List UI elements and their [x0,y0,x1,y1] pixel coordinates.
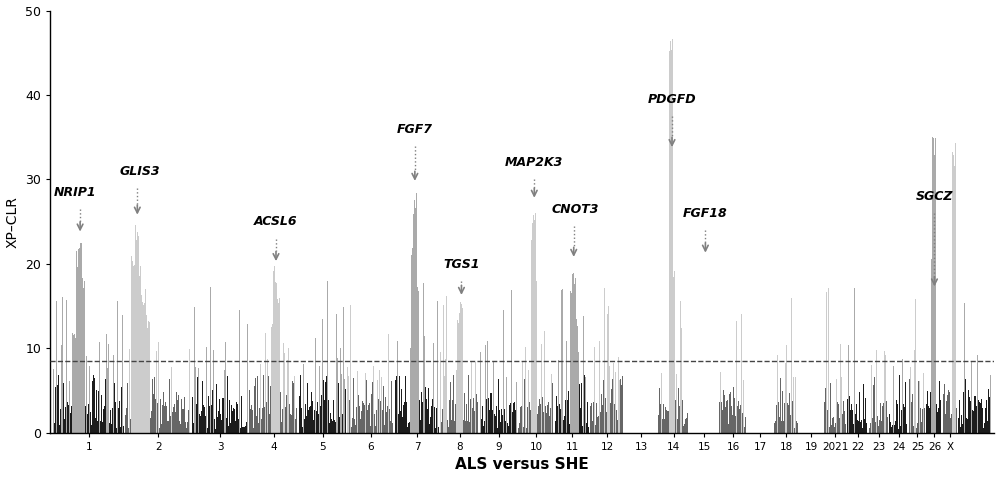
Y-axis label: XP–CLR: XP–CLR [6,196,20,248]
Text: ACSL6: ACSL6 [254,216,298,228]
Text: TGS1: TGS1 [443,258,480,271]
Text: GLIS3: GLIS3 [120,165,161,178]
Text: FGF18: FGF18 [683,207,728,220]
Text: CNOT3: CNOT3 [552,203,599,216]
Text: FGF7: FGF7 [397,122,433,136]
Text: MAP2K3: MAP2K3 [505,156,563,169]
Text: PDGFD: PDGFD [648,93,696,106]
X-axis label: ALS versus SHE: ALS versus SHE [455,457,589,472]
Text: SGCZ: SGCZ [916,190,953,203]
Text: NRIP1: NRIP1 [54,186,96,199]
